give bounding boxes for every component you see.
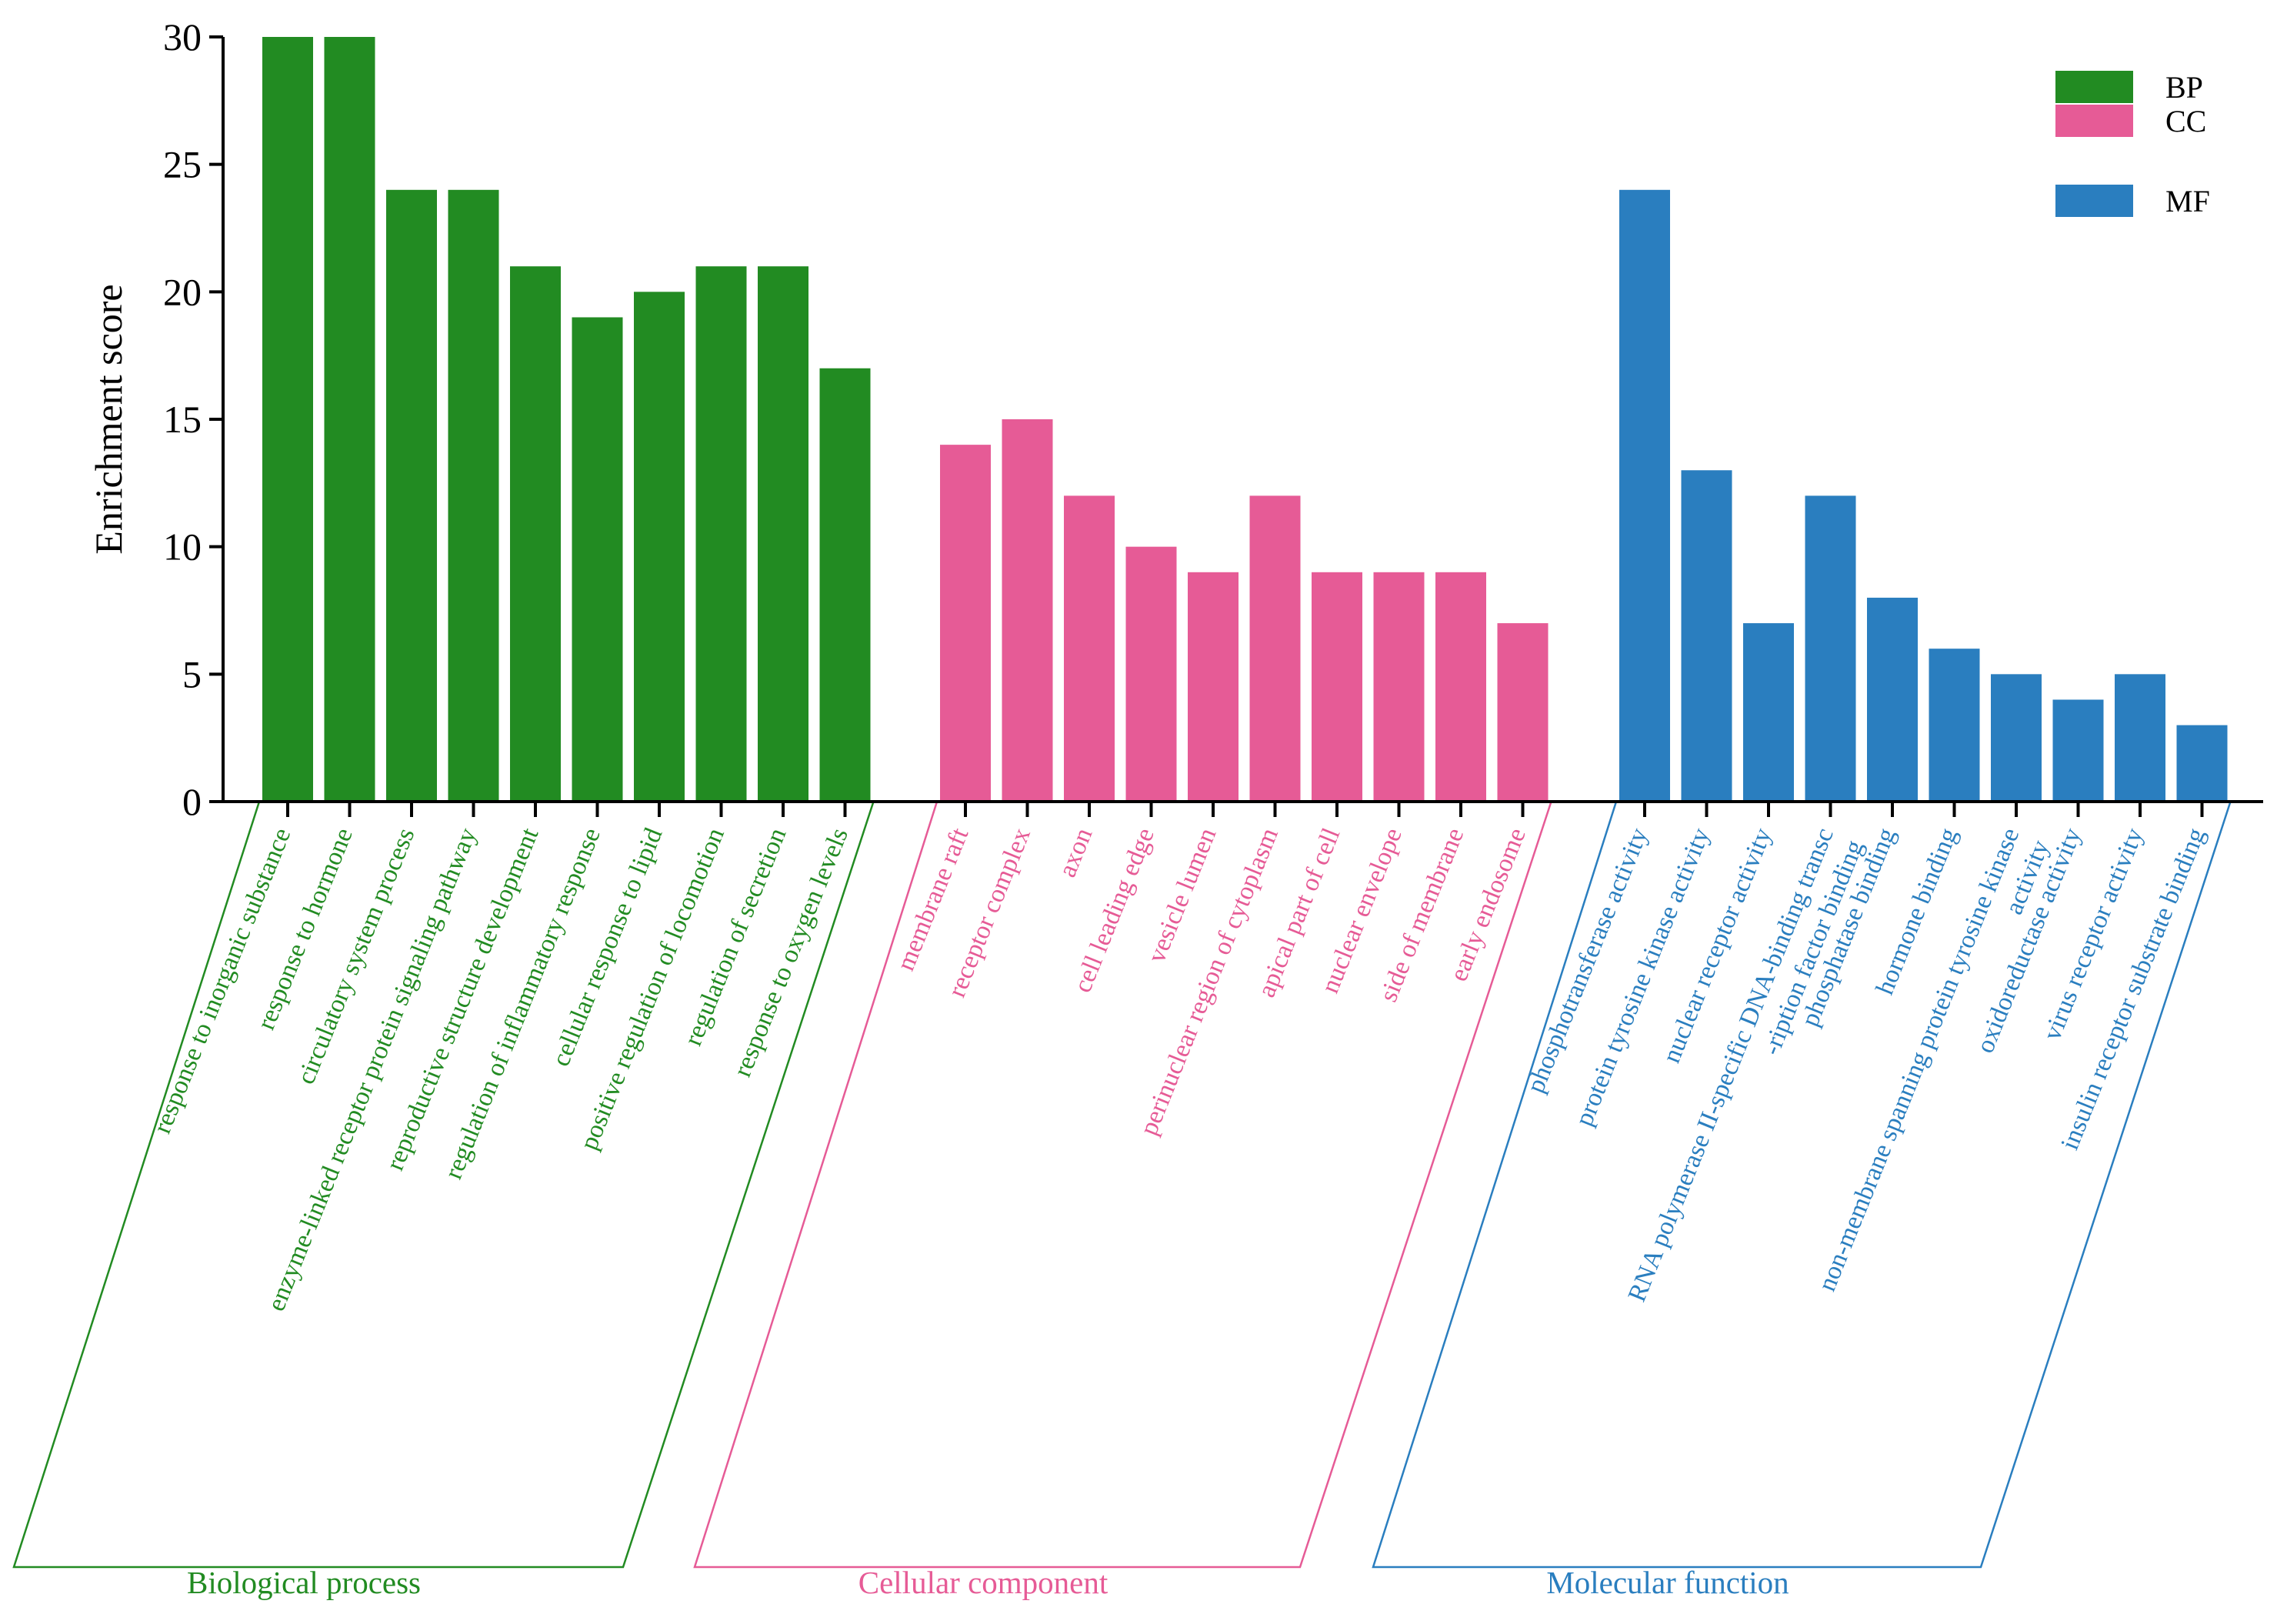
bar-mf-7 <box>1991 674 2042 802</box>
legend-swatch-bp <box>2055 71 2133 103</box>
y-tick-label: 5 <box>182 652 202 695</box>
bar-cc-4 <box>1125 546 1177 802</box>
bar-cc-3 <box>1064 495 1115 802</box>
bar-bp-8 <box>695 266 747 802</box>
bar-mf-6 <box>1929 649 1980 802</box>
bar-cc-8 <box>1373 572 1425 802</box>
bar-bp-6 <box>572 317 623 802</box>
y-tick-label: 15 <box>163 398 202 441</box>
group-title-mf: Molecular function <box>1546 1565 1789 1600</box>
bar-cc-6 <box>1249 495 1301 802</box>
bar-bp-7 <box>634 292 685 802</box>
bar-mf-8 <box>2052 699 2104 802</box>
bar-bp-4 <box>448 189 499 802</box>
bar-cc-5 <box>1188 572 1239 802</box>
x-ticks <box>286 802 2204 817</box>
bar-bp-10 <box>819 368 871 802</box>
y-ticks: 0 5 10 15 20 25 30 <box>163 15 223 823</box>
bar-mf-4 <box>1805 495 1856 802</box>
category-labels: response to inorganic substanceresponse … <box>148 823 2211 1315</box>
legend-swatch-mf <box>2055 185 2133 217</box>
bar-mf-1 <box>1619 189 1670 802</box>
category-label: circulatory system process <box>292 824 420 1088</box>
bar-bp-2 <box>324 37 375 802</box>
bar-bp-1 <box>262 37 313 802</box>
bar-mf-9 <box>2115 674 2165 802</box>
bar-mf-5 <box>1867 597 1918 802</box>
legend-label-mf: MF <box>2165 184 2210 218</box>
bar-bp-5 <box>510 266 561 802</box>
group-title-bp: Biological process <box>187 1565 421 1600</box>
bar-bp-3 <box>386 189 437 802</box>
category-label-line: response to oxygen levels <box>728 824 854 1081</box>
y-tick-label: 30 <box>163 15 202 58</box>
bar-bp-9 <box>758 266 808 802</box>
bar-cc-2 <box>1002 419 1053 802</box>
legend-label-cc: CC <box>2165 104 2206 138</box>
category-label: response to oxygen levels <box>728 824 854 1081</box>
category-label: axon <box>1053 824 1098 881</box>
y-tick-label: 20 <box>163 270 202 313</box>
bar-cc-7 <box>1312 572 1362 802</box>
y-tick-label: 10 <box>163 525 202 569</box>
y-tick-label: 0 <box>182 780 202 823</box>
bar-mf-2 <box>1681 470 1732 802</box>
group-titles: Biological process Cellular component Mole… <box>187 1565 1789 1600</box>
bar-cc-1 <box>940 445 991 802</box>
category-label-line: axon <box>1053 824 1098 881</box>
legend-label-bp: BP <box>2165 70 2203 105</box>
bar-mf-3 <box>1743 623 1794 802</box>
y-axis-title: Enrichment score <box>87 284 130 554</box>
group-title-cc: Cellular component <box>858 1565 1108 1600</box>
legend-swatch-cc <box>2055 105 2133 137</box>
bar-mf-10 <box>2176 725 2228 802</box>
bars <box>262 37 2228 802</box>
category-label-line: circulatory system process <box>292 824 420 1088</box>
bar-cc-10 <box>1497 623 1549 802</box>
y-tick-label: 25 <box>163 143 202 186</box>
bar-cc-9 <box>1435 572 1486 802</box>
